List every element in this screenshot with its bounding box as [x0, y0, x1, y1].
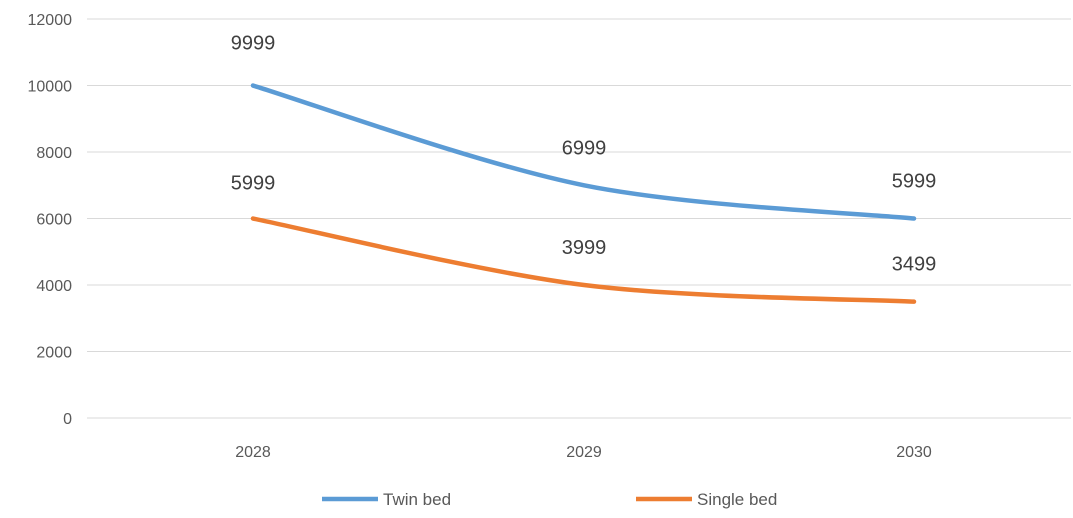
data-label: 6999 — [562, 137, 607, 159]
y-tick-label: 0 — [63, 411, 72, 428]
data-label: 5999 — [231, 173, 276, 195]
data-label: 9999 — [231, 33, 276, 55]
y-tick-label: 6000 — [36, 212, 72, 229]
data-labels: 9999 6999 5999 5999 3999 3499 — [231, 33, 937, 276]
x-tick-label: 2028 — [235, 444, 271, 461]
x-tick-label: 2029 — [566, 444, 602, 461]
series-line-twin-bed — [250, 83, 917, 221]
series-line-single-bed — [250, 216, 917, 304]
grid-lines — [87, 18, 1071, 419]
y-tick-label: 10000 — [28, 79, 73, 96]
legend: Twin bed Single bed — [322, 490, 777, 509]
y-tick-label: 12000 — [28, 12, 73, 29]
x-axis-tick-labels: 2028 2029 2030 — [235, 444, 932, 461]
legend-label: Single bed — [697, 490, 777, 509]
y-tick-label: 4000 — [36, 278, 72, 295]
y-axis-tick-labels: 0 2000 4000 6000 8000 10000 12000 — [28, 12, 73, 428]
y-tick-label: 2000 — [36, 345, 72, 362]
series-lines — [250, 83, 917, 304]
data-label: 3499 — [892, 254, 937, 276]
legend-label: Twin bed — [383, 490, 451, 509]
data-label: 3999 — [562, 237, 607, 259]
y-tick-label: 8000 — [36, 145, 72, 162]
x-tick-label: 2030 — [896, 444, 932, 461]
data-label: 5999 — [892, 171, 937, 193]
